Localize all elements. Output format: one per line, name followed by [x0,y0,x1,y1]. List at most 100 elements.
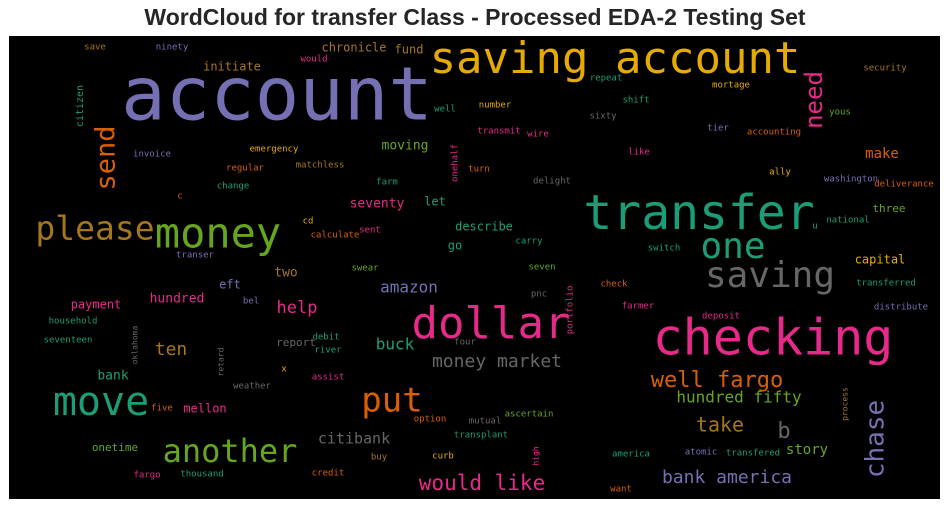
word-farmer: farmer [622,302,655,312]
word-put: put [361,381,422,421]
word-transfer: transfer [583,185,814,241]
word-story: story [786,442,828,458]
word-bel: bel [243,297,259,307]
word-swear: swear [351,264,379,274]
word-deposit: deposit [702,312,740,322]
word-need: need [800,71,828,129]
word-mortage: mortage [712,81,750,91]
word-four: four [454,338,476,348]
word-sixty: sixty [589,112,617,122]
word-bank: bank [97,369,128,384]
word-ten: ten [155,339,188,360]
word-washington: washington [824,175,878,185]
word-transplant: transplant [454,431,508,441]
word-ascertain: ascertain [505,410,554,420]
word-well-fargo: well fargo [651,368,783,393]
word-shift: shift [622,96,649,106]
word-describe: describe [455,220,513,234]
word-switch: switch [648,244,681,254]
word-process: process [841,387,850,421]
word-seventeen: seventeen [44,336,93,346]
word-make: make [865,146,899,162]
word-check: check [600,280,628,290]
word-pnc: pnc [531,290,547,300]
word-transmit: transmit [477,127,520,137]
word-retard: retard [217,347,226,376]
word-move: move [53,379,149,425]
word-well: well [434,105,456,115]
word-saving: saving [705,255,835,296]
word-assist: assist [312,373,345,383]
word-initiate: initiate [203,60,261,74]
word-change: change [217,182,250,192]
word-chronicle: chronicle [321,41,386,55]
word-buy: buy [371,453,388,463]
word-go: go [448,239,462,253]
word-farm: farm [376,178,398,188]
word-weather: weather [233,382,272,392]
word-want: want [610,485,632,495]
word-deliverance: deliverance [874,180,934,190]
word-money: money [155,209,281,258]
chart-title: WordCloud for transfer Class - Processed… [144,4,806,30]
word-yous: yous [829,108,851,118]
word-thousand: thousand [180,470,223,480]
word-eft: eft [219,278,241,292]
word-account: account [121,52,433,138]
word-onetime: onetime [92,441,138,454]
word-hundred-fifty: hundred fifty [676,388,802,407]
word-ally: ally [769,168,791,178]
word-mutual: mutual [469,417,502,427]
word-national: national [826,216,869,226]
word-capital: capital [855,253,906,267]
word-curb: curb [432,452,454,462]
word-please: please [35,209,154,248]
word-calculate: calculate [311,231,360,241]
word-save: save [84,43,106,53]
word-x: x [281,365,287,375]
word-checking: checking [653,309,894,367]
word-send: send [91,125,122,190]
word-two: two [274,266,297,281]
word-portfolio: portfolio [566,286,576,335]
word-payment: payment [71,298,122,312]
word-accounting: accounting [747,128,801,138]
wordcloud-canvas: account saving account transfer checking dol… [9,36,940,499]
word-money-market: money market [432,351,562,372]
word-fargo: fargo [133,471,160,481]
word-let: let [424,195,446,209]
word-option: option [414,415,447,425]
word-would-like: would like [419,471,545,495]
word-household: household [49,317,98,327]
word-b: b [777,419,790,444]
word-wire: wire [527,130,549,140]
word-oklahoma: oklahoma [131,326,140,365]
word-credit: credit [312,469,345,479]
word-security: security [863,64,907,74]
word-seven: seven [528,263,555,273]
word-u: u [812,222,817,232]
word-take: take [696,413,744,437]
word-five: five [151,404,173,414]
word-transferred: transferred [856,279,916,289]
word-chase: chase [861,400,891,478]
word-repeat: repeat [590,74,623,84]
word-buck: buck [376,335,415,354]
word-debit: debit [312,333,339,343]
word-cd: cd [303,217,314,227]
word-would: would [300,55,327,65]
word-mellon: mellon [183,402,226,416]
word-report: report [276,336,316,349]
word-distribute: distribute [874,303,928,313]
word-c: c [177,192,182,202]
word-high: high [532,446,541,465]
word-moving: moving [382,139,429,154]
word-onehalf: onehalf [451,144,461,182]
word-transfered: transfered [726,449,780,459]
word-ninety: ninety [156,43,189,53]
word-seventy: seventy [350,197,405,212]
word-help: help [277,298,318,318]
word-invoice: invoice [133,150,171,160]
word-saving-account: saving account [430,36,801,84]
